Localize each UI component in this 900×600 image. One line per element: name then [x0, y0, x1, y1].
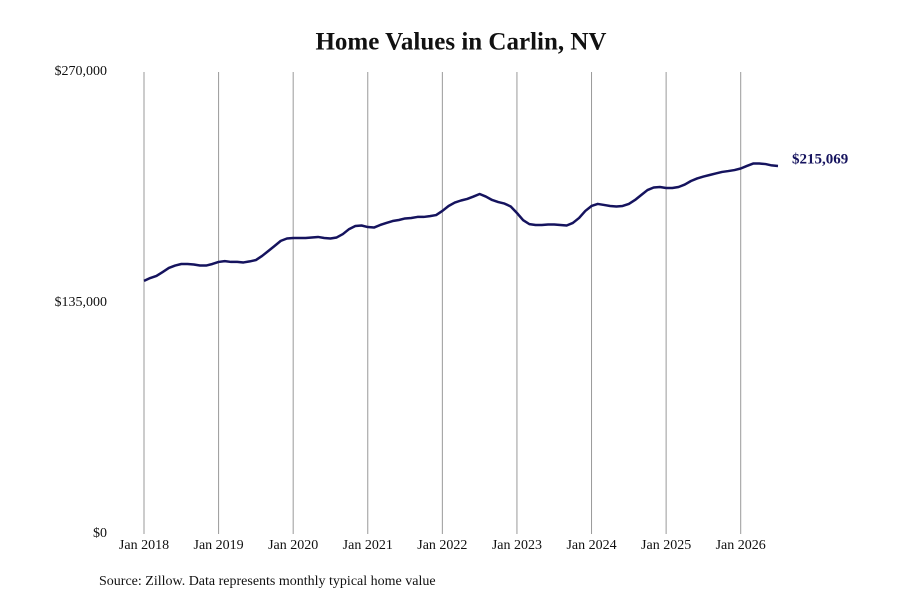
line-series — [143, 162, 779, 283]
x-tick-label: Jan 2026 — [716, 538, 766, 553]
x-tick-label: Jan 2018 — [119, 538, 169, 553]
source-note: Source: Zillow. Data represents monthly … — [99, 574, 436, 589]
x-tick-label: Jan 2024 — [566, 538, 616, 553]
chart-title: Home Values in Carlin, NV — [315, 29, 606, 56]
x-tick-label: Jan 2025 — [641, 538, 691, 553]
x-tick-label: Jan 2023 — [492, 538, 542, 553]
x-tick-label: Jan 2019 — [194, 538, 244, 553]
end-value-label: $215,069 — [792, 151, 848, 167]
x-tick-label: Jan 2021 — [343, 538, 393, 553]
y-tick-label: $270,000 — [55, 64, 108, 79]
x-tick-label: Jan 2020 — [268, 538, 318, 553]
y-tick-label: $135,000 — [55, 295, 108, 310]
x-tick-label: Jan 2022 — [417, 538, 467, 553]
y-tick-label: $0 — [93, 526, 107, 541]
